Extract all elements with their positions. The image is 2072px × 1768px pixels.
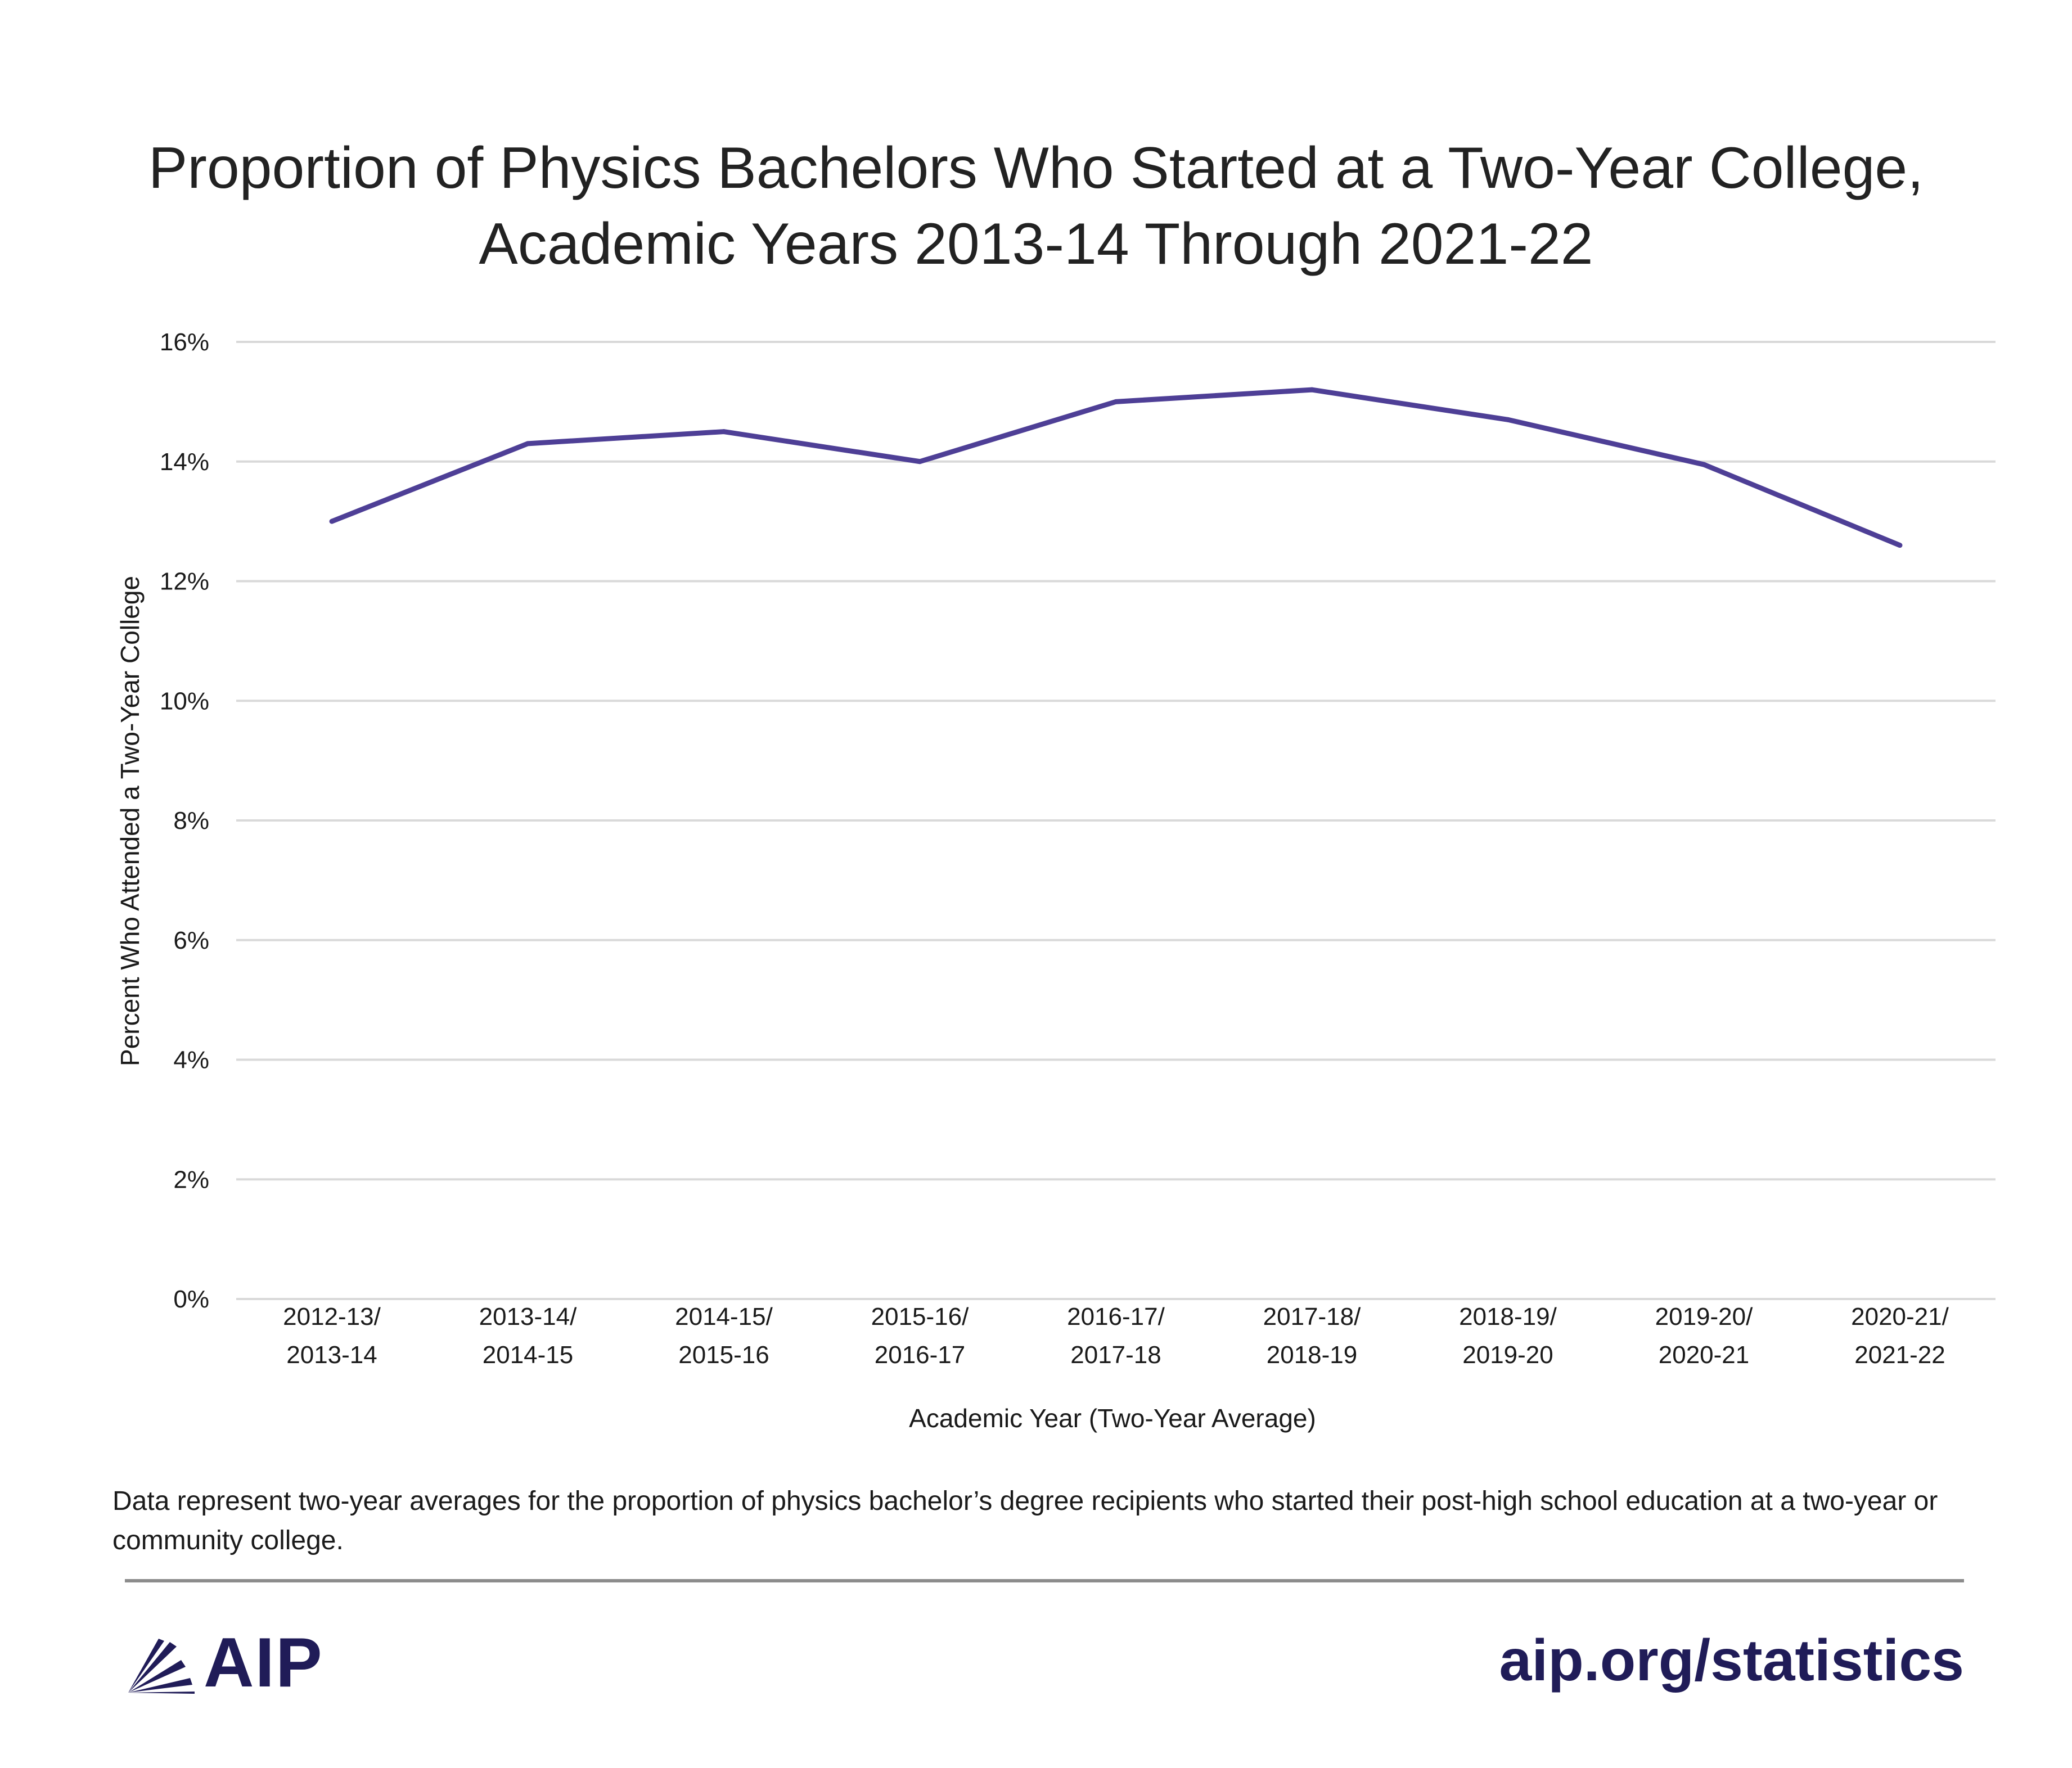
data-point: [1897, 543, 1903, 548]
x-tick-label: 2019-20/2020-21: [1655, 1303, 1753, 1369]
data-point: [917, 459, 922, 464]
data-point: [1701, 462, 1706, 467]
y-axis-title: Percent Who Attended a Two-Year College: [115, 576, 145, 1066]
x-tick-label: 2014-15/2015-16: [675, 1303, 773, 1369]
x-tick-label: 2015-16/2016-17: [871, 1303, 969, 1369]
data-point: [1309, 387, 1314, 393]
y-axis-ticks: 0% 2% 4% 6% 8% 10% 12% 14% 16%: [160, 328, 209, 1313]
y-tick-label: 4%: [173, 1047, 209, 1074]
x-tick-label: 2016-17/2017-18: [1067, 1303, 1165, 1369]
gridlines: [236, 341, 1996, 1300]
x-tick-label: 2012-13/2013-14: [283, 1303, 381, 1369]
data-point: [1505, 417, 1511, 422]
x-tick-label: 2018-19/2019-20: [1459, 1303, 1557, 1369]
series-line: [331, 387, 1901, 548]
aip-logo-text: AIP: [204, 1624, 323, 1702]
y-tick-label: 16%: [160, 328, 209, 356]
chart-title-line-2: Academic Years 2013-14 Through 2021-22: [479, 211, 1593, 277]
y-tick-label: 6%: [173, 927, 209, 954]
x-tick-label: 2017-18/2018-19: [1263, 1303, 1361, 1369]
data-point: [329, 518, 335, 524]
chart-title-line-1: Proportion of Physics Bachelors Who Star…: [148, 136, 1924, 201]
data-point: [1113, 399, 1119, 404]
x-tick-label: 2020-21/2021-22: [1851, 1303, 1949, 1369]
y-tick-label: 10%: [160, 687, 209, 715]
x-tick-label: 2013-14/2014-15: [479, 1303, 577, 1369]
y-tick-label: 8%: [173, 807, 209, 835]
statistics-url[interactable]: aip.org/statistics: [1499, 1628, 1964, 1693]
x-axis-ticks: 2012-13/2013-14 2013-14/2014-15 2014-15/20…: [283, 1303, 1949, 1369]
divider: [125, 1579, 1964, 1582]
y-tick-label: 14%: [160, 448, 209, 476]
y-tick-label: 0%: [173, 1286, 209, 1313]
series-group: [329, 387, 1903, 548]
y-tick-label: 2%: [173, 1166, 209, 1193]
footnote: Data represent two-year averages for the…: [112, 1486, 1938, 1555]
data-point: [525, 441, 530, 446]
aip-logo-icon: [128, 1639, 195, 1694]
data-point: [721, 429, 727, 435]
y-tick-label: 12%: [160, 568, 209, 596]
chart-title: Proportion of Physics Bachelors Who Star…: [0, 130, 2072, 282]
x-axis-title: Academic Year (Two-Year Average): [909, 1404, 1316, 1433]
